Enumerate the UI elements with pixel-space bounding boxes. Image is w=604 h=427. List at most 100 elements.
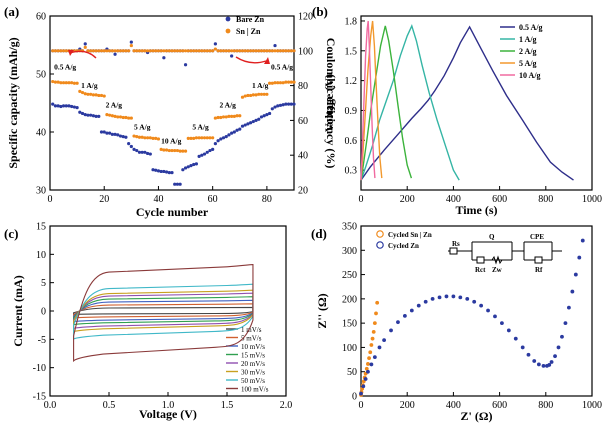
data-point [183, 166, 188, 170]
data-point [366, 362, 370, 366]
panel-a: 0 20 40 60 80 30 40 50 60 20 40 60 80 100 120 Cycle num… [4, 4, 338, 219]
data-point [89, 113, 93, 117]
data-point [281, 49, 285, 53]
y-tick-label: 1.5 [345, 46, 358, 57]
data-point [292, 102, 296, 106]
data-point [200, 153, 204, 157]
data-point [173, 148, 177, 153]
data-point [278, 103, 283, 107]
series-line [360, 25, 574, 181]
data-point [129, 43, 133, 48]
y-tick-label: 60 [36, 12, 46, 23]
data-point [61, 104, 66, 108]
y2-tick-label: 20 [298, 186, 308, 197]
data-point [167, 171, 171, 175]
data-point [567, 305, 571, 310]
legend-label: Cycled Sn | Zn [388, 231, 432, 239]
legend-label: 5 A/g [519, 59, 537, 68]
data-point [200, 136, 204, 140]
data-point [479, 303, 484, 308]
data-point [83, 45, 87, 49]
data-point [367, 356, 371, 361]
data-point [573, 272, 578, 277]
data-point [116, 49, 120, 53]
legend-label: 2 A/g [519, 47, 537, 56]
data-point [396, 320, 400, 325]
panel-label: (c) [4, 226, 18, 241]
y2-tick-label: 120 [298, 12, 313, 23]
data-point [186, 49, 190, 53]
data-point [121, 115, 125, 120]
data-point [99, 93, 104, 98]
data-point [175, 49, 180, 53]
series-line [360, 20, 376, 181]
data-point [268, 81, 272, 85]
legend-label: Sn | Zn [236, 27, 261, 36]
data-point [235, 128, 239, 132]
data-point [369, 362, 374, 367]
data-point [577, 255, 582, 260]
y-tick-label: 5 [41, 278, 46, 289]
data-point [249, 49, 253, 53]
data-point [211, 136, 215, 140]
data-point [64, 49, 68, 53]
plot-frame [360, 15, 593, 191]
data-point [132, 49, 136, 53]
plot-frame [360, 225, 593, 397]
data-point [213, 47, 217, 51]
data-point [105, 49, 109, 53]
data-point [113, 49, 117, 53]
x-tick-label: 600 [492, 400, 507, 411]
y-tick-label: 250 [342, 270, 357, 281]
data-point [99, 130, 104, 134]
data-point [359, 391, 363, 396]
data-point [118, 134, 123, 138]
data-point [59, 81, 63, 85]
x-tick-label: 60 [208, 194, 218, 205]
data-point [289, 49, 293, 53]
plot-frame [49, 15, 295, 191]
data-point [375, 300, 380, 305]
panel-c: 0.0 0.5 1.0 1.5 2.0 -15 -10 -5 0 5 10 15 Voltage (V)… [4, 222, 292, 422]
rate-annotation: 0.5 A/g [271, 62, 293, 71]
data-point [121, 49, 125, 53]
y-axis-label: Z'' (Ω) [315, 293, 329, 328]
data-point [53, 80, 58, 84]
data-point [232, 49, 236, 53]
data-point [262, 49, 266, 53]
data-point [146, 151, 150, 156]
data-point [208, 49, 212, 53]
data-point [238, 114, 242, 118]
data-point [99, 49, 104, 53]
data-point [113, 114, 117, 118]
data-point [520, 345, 525, 350]
data-point [137, 150, 142, 154]
y-tick-label: -5 [38, 335, 46, 346]
data-point [281, 103, 285, 107]
data-point [167, 49, 171, 53]
data-point [197, 154, 201, 158]
y-tick-label: 1.2 [345, 76, 358, 87]
data-point [135, 135, 139, 139]
data-point [270, 49, 274, 53]
data-point [205, 49, 209, 53]
data-point [116, 133, 120, 137]
circuit-label: Rs [452, 240, 460, 248]
data-point [372, 355, 377, 360]
cv-loop [73, 289, 254, 333]
data-point [361, 384, 366, 389]
data-point [246, 49, 250, 53]
data-point [526, 352, 531, 357]
x-axis-label: Time (s) [455, 203, 497, 217]
data-point [162, 56, 166, 60]
data-point [181, 49, 185, 53]
data-point [143, 136, 147, 140]
x-tick-label: 40 [153, 194, 163, 205]
data-point [129, 116, 133, 120]
data-point [83, 92, 87, 96]
data-point [268, 49, 272, 53]
legend-label: 1 A/g [519, 35, 537, 44]
data-point [56, 49, 60, 53]
circuit-label: Rf [535, 266, 543, 274]
data-point [116, 115, 120, 119]
